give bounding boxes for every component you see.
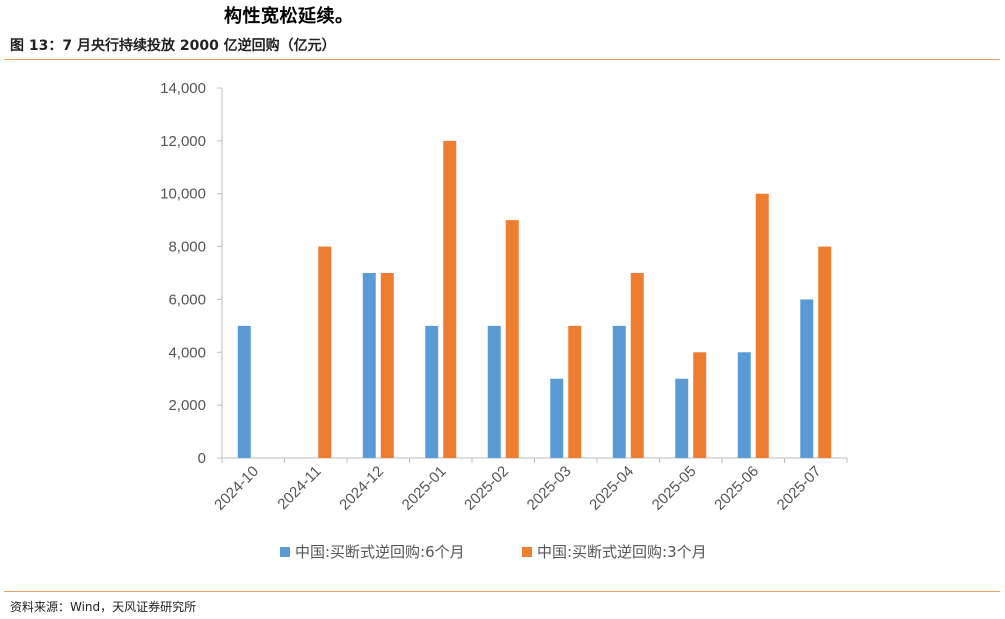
source-note: 资料来源：Wind，天风证券研究所	[10, 600, 197, 614]
bar-six-month	[550, 378, 564, 458]
x-tick-label: 2025-02	[461, 463, 512, 514]
y-tick-label: 4,000	[168, 344, 206, 361]
x-tick-label: 2024-11	[274, 463, 324, 513]
section-heading: 构性宽松延续。	[224, 6, 354, 27]
y-tick-label: 0	[198, 450, 206, 467]
y-tick-label: 10,000	[160, 186, 206, 203]
bar-chart: 02,0004,0006,0008,00010,00012,00014,000 …	[160, 80, 848, 561]
y-tick-label: 14,000	[160, 80, 206, 97]
legend-label: 中国:买断式逆回购:6个月	[295, 543, 465, 561]
bar-three-month	[318, 246, 332, 458]
bar-three-month	[818, 246, 832, 458]
legend-swatch	[280, 547, 290, 557]
y-tick-label: 2,000	[168, 397, 206, 414]
x-tick-label: 2025-05	[649, 463, 700, 514]
bar-three-month	[505, 220, 519, 458]
bar-three-month	[568, 325, 582, 458]
bars	[237, 140, 832, 458]
legend-swatch	[522, 547, 532, 557]
top-divider	[4, 59, 1000, 60]
x-tick-label: 2025-01	[399, 463, 450, 514]
bar-six-month	[737, 352, 751, 458]
legend-label: 中国:买断式逆回购:3个月	[537, 543, 707, 561]
x-tick-label: 2024-12	[336, 463, 387, 514]
x-tick-label: 2025-06	[711, 463, 762, 514]
bar-six-month	[237, 325, 251, 458]
x-tick-label: 2025-04	[586, 463, 637, 514]
x-tick-label: 2025-03	[524, 463, 575, 514]
x-axis: 2024-10 2024-11 2024-12 2025-01 2025-02 2025-…	[211, 457, 848, 514]
figure-title: 图 13：7 月央行持续投放 2000 亿逆回购（亿元）	[10, 38, 336, 54]
y-tick-label: 8,000	[168, 239, 206, 256]
y-tick-label: 6,000	[168, 291, 206, 308]
legend: 中国:买断式逆回购:6个月 中国:买断式逆回购:3个月	[280, 543, 707, 561]
y-axis: 0 2,000 4,000 6,000 8,000 10,000 12,000 14,000	[160, 80, 223, 467]
bar-six-month	[425, 325, 439, 458]
x-tick-label: 2025-07	[774, 463, 825, 514]
y-tick-label: 12,000	[160, 133, 206, 150]
x-tick-label: 2024-10	[211, 463, 262, 514]
bar-six-month	[487, 325, 501, 458]
bar-six-month	[612, 325, 626, 458]
bar-six-month	[675, 378, 689, 458]
bar-three-month	[630, 273, 644, 458]
bottom-divider	[4, 591, 1000, 592]
bar-three-month	[443, 140, 457, 458]
bar-six-month	[800, 299, 814, 458]
bar-six-month	[362, 273, 376, 458]
bar-three-month	[380, 273, 394, 458]
bar-three-month	[693, 352, 707, 458]
bar-three-month	[755, 193, 769, 458]
